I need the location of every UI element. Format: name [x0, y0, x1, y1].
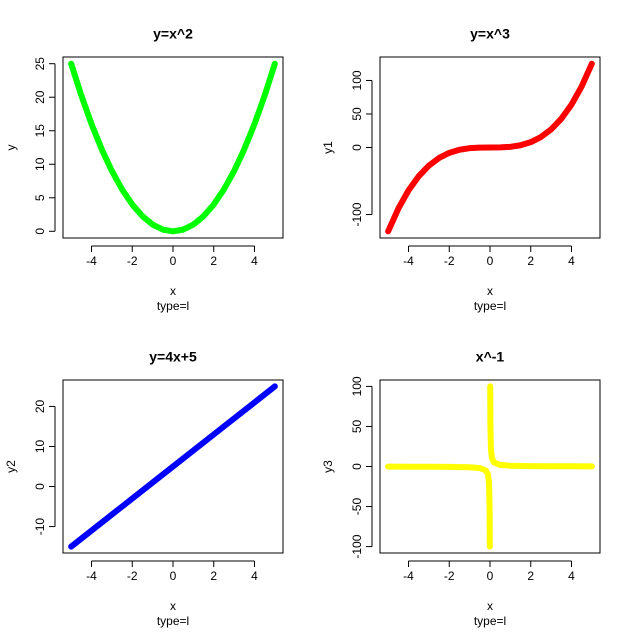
y-tick-label: -50 — [350, 498, 364, 516]
y-axis-label: y1 — [321, 141, 335, 154]
x-tick-label: -4 — [403, 569, 414, 583]
y-tick-label: 5 — [33, 194, 47, 201]
y-tick-label: 20 — [33, 90, 47, 104]
subtitle: type=l — [157, 614, 189, 628]
y-tick-label: 10 — [33, 439, 47, 453]
x-tick-label: -2 — [444, 569, 455, 583]
y-tick-label: -10 — [33, 518, 47, 536]
plot-box — [62, 56, 284, 239]
y-tick-label: 0 — [350, 144, 364, 151]
x-tick-label: 4 — [251, 254, 258, 268]
x-tick-label: 4 — [568, 569, 575, 583]
x-tick-label: 2 — [527, 254, 534, 268]
x-axis-label: x — [487, 284, 493, 298]
y-tick-label: 100 — [350, 70, 364, 90]
x-tick-label: 0 — [487, 569, 494, 583]
x-axis-label: x — [170, 284, 176, 298]
y-tick-label: 0 — [33, 228, 47, 235]
y-tick-label: 25 — [33, 57, 47, 71]
y-tick-label: 20 — [33, 399, 47, 413]
x-tick-label: -4 — [403, 254, 414, 268]
y-tick-label: 0 — [33, 483, 47, 490]
y-tick-label: 15 — [33, 124, 47, 138]
x-tick-label: 2 — [210, 569, 217, 583]
chart-title: y=4x+5 — [149, 349, 197, 365]
data-line — [385, 60, 595, 235]
x-tick-label: 0 — [170, 569, 177, 583]
x-tick-label: -4 — [86, 254, 97, 268]
y-axis-label: y — [4, 145, 18, 151]
chart-title: x^-1 — [476, 349, 505, 365]
x-tick-label: 2 — [210, 254, 217, 268]
y-tick-label: 0 — [350, 463, 364, 470]
data-line — [385, 383, 595, 550]
x-tick-label: 0 — [487, 254, 494, 268]
x-tick-label: 4 — [568, 254, 575, 268]
data-line — [68, 383, 278, 550]
x-axis-label: x — [170, 599, 176, 613]
y-tick-label: -100 — [350, 534, 364, 558]
y-tick-label: -100 — [350, 202, 364, 226]
plot-box — [379, 379, 601, 554]
subtitle: type=l — [474, 614, 506, 628]
y-tick-label: 10 — [33, 157, 47, 171]
y-tick-label: 50 — [350, 107, 364, 121]
plot-box — [379, 56, 601, 239]
x-axis-label: x — [487, 599, 493, 613]
subtitle: type=l — [157, 299, 189, 313]
x-tick-label: -2 — [444, 254, 455, 268]
y-tick-label: 50 — [350, 419, 364, 433]
x-tick-label: -2 — [127, 254, 138, 268]
x-tick-label: 0 — [170, 254, 177, 268]
subtitle: type=l — [474, 299, 506, 313]
plot-box — [62, 379, 284, 554]
x-tick-label: 4 — [251, 569, 258, 583]
x-tick-label: -2 — [127, 569, 138, 583]
y-tick-label: 100 — [350, 376, 364, 396]
chart-title: y=x^2 — [153, 26, 193, 42]
x-tick-label: 2 — [527, 569, 534, 583]
y-axis-label: y3 — [321, 460, 335, 473]
x-tick-label: -4 — [86, 569, 97, 583]
y-axis-label: y2 — [4, 460, 18, 473]
chart-title: y=x^3 — [470, 26, 510, 42]
data-line — [68, 60, 278, 235]
